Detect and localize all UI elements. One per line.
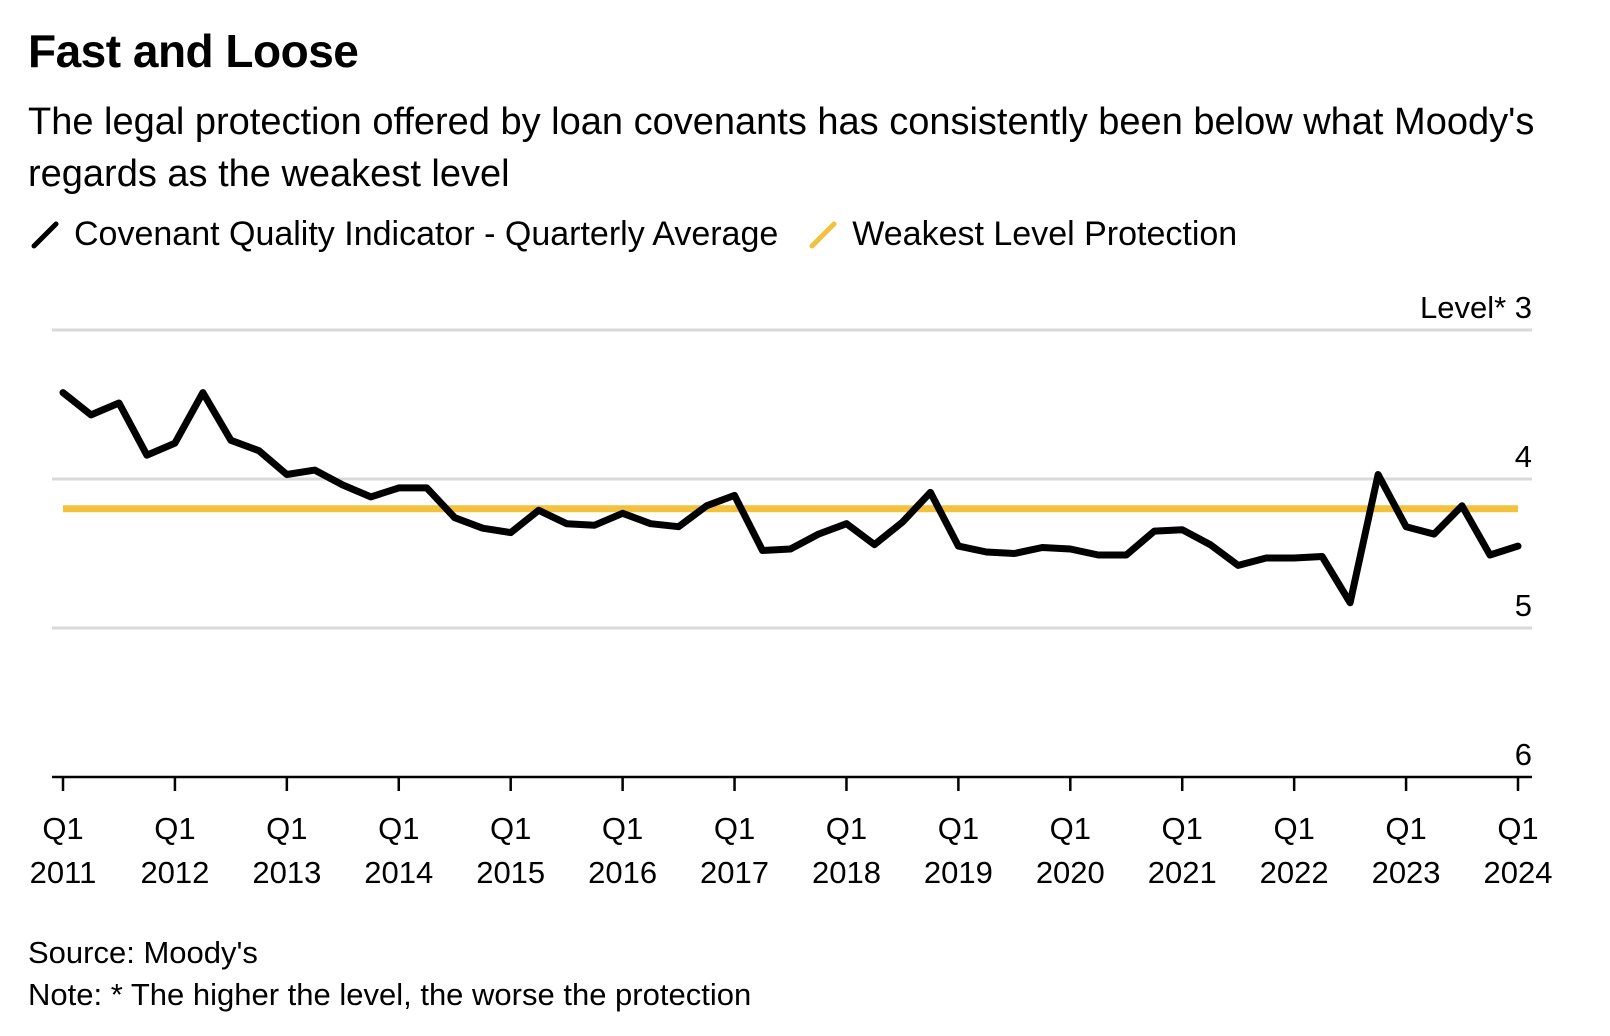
x-tick-label-year-2016: 2016 — [588, 855, 657, 890]
x-tick-label-q-2011: Q1 — [42, 811, 83, 846]
x-tick-label-year-2018: 2018 — [812, 855, 881, 890]
x-tick-label-year-2024: 2024 — [1484, 855, 1553, 890]
y-tick-label-3: Level* 3 — [1420, 290, 1532, 325]
x-tick-label-year-2012: 2012 — [140, 855, 209, 890]
x-tick-label-year-2011: 2011 — [30, 855, 97, 890]
x-tick-label-q-2013: Q1 — [266, 811, 307, 846]
chart-footer: Source: Moody's Note: * The higher the l… — [28, 932, 751, 1016]
y-tick-label-6: 6 — [1515, 737, 1532, 772]
x-tick-label-year-2020: 2020 — [1036, 855, 1105, 890]
x-tick-label-q-2019: Q1 — [938, 811, 979, 846]
legend-swatch-cqi — [31, 221, 59, 248]
legend-label-weakest: Weakest Level Protection — [852, 215, 1238, 253]
legend-item-cqi: Covenant Quality Indicator - Quarterly A… — [28, 215, 778, 254]
line-chart: Level* 3 4 5 6 Q1 2011 Q1 2012 Q1 2013 Q1 2014 Q1 201… — [30, 290, 1553, 890]
cqi-series-line — [59, 389, 1522, 607]
x-tick-label-q-2023: Q1 — [1385, 811, 1426, 846]
y-tick-label-5: 5 — [1515, 588, 1532, 623]
chart-title: Fast and Loose — [28, 25, 359, 77]
x-tick-label-q-2021: Q1 — [1162, 811, 1203, 846]
y-tick-label-4: 4 — [1515, 439, 1532, 474]
x-tick-label-year-2023: 2023 — [1372, 855, 1441, 890]
x-tick-label-year-2015: 2015 — [476, 855, 545, 890]
x-tick-label-year-2019: 2019 — [924, 855, 993, 890]
footnote: Note: * The higher the level, the worse … — [28, 977, 752, 1012]
x-tick-label-q-2015: Q1 — [490, 811, 531, 846]
x-tick-label-q-2012: Q1 — [154, 811, 195, 846]
x-tick-label-year-2014: 2014 — [364, 855, 433, 890]
x-tick-label-year-2017: 2017 — [700, 855, 769, 890]
legend-swatch-weakest — [809, 221, 837, 248]
x-tick-label-year-2013: 2013 — [252, 855, 321, 890]
legend-label-cqi: Covenant Quality Indicator - Quarterly A… — [74, 215, 779, 253]
legend: Covenant Quality Indicator - Quarterly A… — [28, 215, 1265, 254]
x-tick-label-q-2014: Q1 — [378, 811, 419, 846]
source-note: Source: Moody's — [28, 935, 258, 970]
x-tick-label-q-2020: Q1 — [1050, 811, 1091, 846]
x-tick-label-q-2022: Q1 — [1273, 811, 1314, 846]
x-tick-label-q-2024: Q1 — [1497, 811, 1538, 846]
x-tick-label-q-2017: Q1 — [714, 811, 755, 846]
x-tick-label-year-2021: 2021 — [1148, 855, 1217, 890]
x-tick-label-year-2022: 2022 — [1260, 855, 1329, 890]
legend-item-weakest: Weakest Level Protection — [806, 215, 1237, 254]
x-tick-label-q-2016: Q1 — [602, 811, 643, 846]
chart-subtitle: The legal protection offered by loan cov… — [28, 101, 1535, 195]
x-tick-label-q-2018: Q1 — [826, 811, 867, 846]
